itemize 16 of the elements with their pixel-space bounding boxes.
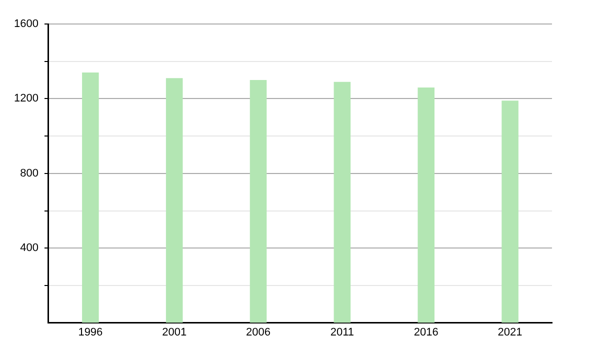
- bar: [166, 78, 183, 323]
- bar: [502, 100, 518, 323]
- x-tick-label: 2021: [498, 326, 522, 338]
- bar: [250, 80, 267, 323]
- y-tick-label: 400: [20, 242, 38, 254]
- x-tick-label: 2006: [246, 326, 271, 338]
- x-tick-label: 1996: [78, 326, 103, 338]
- y-tick-label: 800: [20, 167, 38, 180]
- y-tick-label: 1600: [14, 18, 38, 30]
- y-tick-label: 1200: [14, 92, 38, 105]
- bar: [334, 82, 351, 323]
- x-tick-label: 2011: [330, 326, 354, 338]
- bar: [418, 87, 435, 323]
- x-tick-label: 2001: [162, 326, 187, 338]
- x-tick-label: 2016: [414, 326, 438, 338]
- bar: [82, 72, 99, 323]
